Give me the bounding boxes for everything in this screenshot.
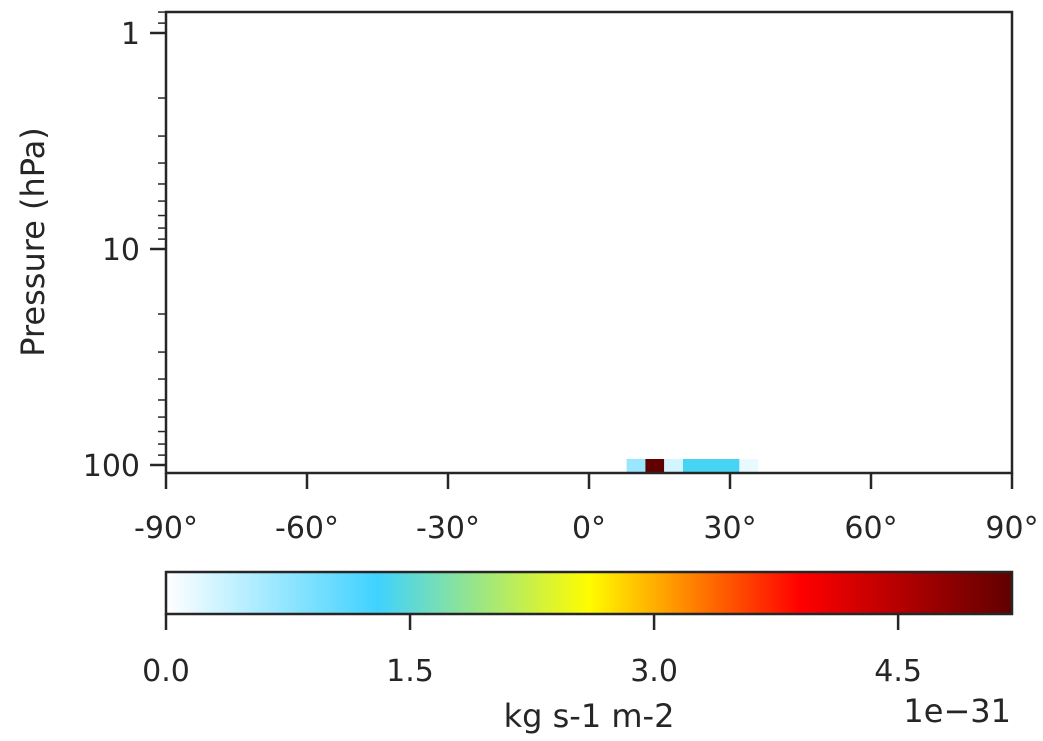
x-tick-label: 30° (703, 511, 756, 546)
y-tick-label: 1 (121, 17, 140, 52)
y-tick-label: 10 (102, 233, 140, 268)
y-axis-label: Pressure (hPa) (14, 127, 52, 357)
x-tick-label: 90° (985, 511, 1038, 546)
colorbar-tick-label: 4.5 (874, 654, 922, 689)
y-axis: 1 10 100 (83, 11, 166, 484)
x-tick-label: 0° (572, 511, 606, 546)
x-tick-label: 60° (844, 511, 897, 546)
x-axis: -90° -60° -30° 0° 30° 60° 90° (134, 473, 1039, 546)
heatmap-cell (739, 459, 759, 473)
colorbar-label: kg s-1 m-2 (504, 697, 675, 735)
heatmap-cell (626, 459, 646, 473)
x-tick-label: -60° (275, 511, 339, 546)
colorbar-tick-label: 0.0 (142, 654, 190, 689)
y-tick-label: 100 (83, 449, 140, 484)
colorbar-gradient (164, 570, 1014, 616)
heatmap-cells (626, 459, 759, 473)
colorbar-offset-text: 1e−31 (903, 692, 1011, 730)
plot-frame (164, 10, 1014, 475)
x-tick-label: -90° (134, 511, 198, 546)
colorbar-ticks: 0.0 1.5 3.0 4.5 (142, 614, 922, 689)
colorbar-tick-label: 3.0 (630, 654, 678, 689)
heatmap-cell (664, 459, 683, 473)
heatmap-cell (683, 459, 740, 473)
colorbar: 0.0 1.5 3.0 4.5 kg s-1 m-2 1e−31 (142, 570, 1014, 735)
colorbar-tick-label: 1.5 (386, 654, 434, 689)
x-tick-label: -30° (416, 511, 480, 546)
heatmap-cell (645, 459, 665, 473)
